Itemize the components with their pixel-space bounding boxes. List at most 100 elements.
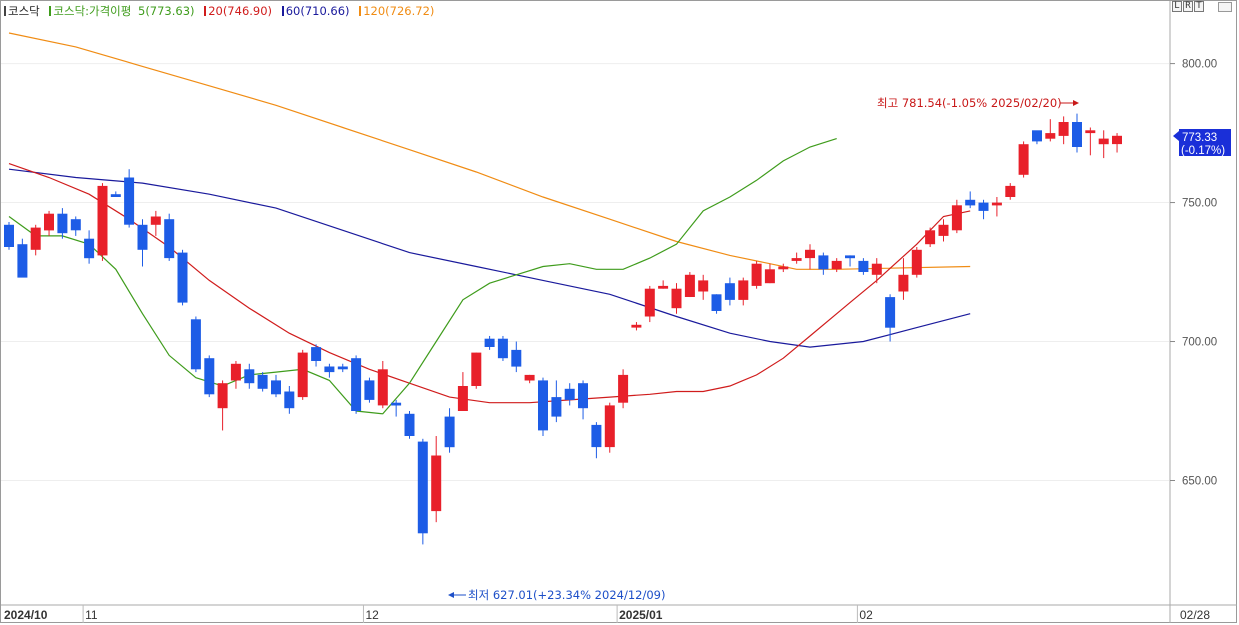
candle xyxy=(30,224,41,256)
candle-body xyxy=(150,216,161,225)
candle-body xyxy=(1085,130,1096,134)
candle-body xyxy=(631,324,642,328)
candle xyxy=(845,255,855,267)
candle-body xyxy=(444,416,455,448)
high-annotation: 최고 781.54(-1.05% 2025/02/20) xyxy=(877,96,1079,110)
candle xyxy=(217,380,228,431)
candle xyxy=(684,272,695,298)
candle-body xyxy=(724,283,735,300)
candle xyxy=(97,183,108,261)
candle xyxy=(444,408,455,453)
candle xyxy=(538,377,548,437)
candle xyxy=(364,377,375,403)
candle xyxy=(818,252,829,275)
candle xyxy=(898,258,909,300)
candle-body xyxy=(4,224,14,247)
candle xyxy=(404,411,415,439)
candle xyxy=(57,208,68,239)
candle xyxy=(965,191,976,209)
candle-body xyxy=(1032,130,1042,142)
y-axis-ticks: 800.00 750.00 700.00 650.00 xyxy=(1170,59,1217,487)
candle-body xyxy=(644,288,655,317)
candle-body xyxy=(57,213,68,234)
high-annotation-text: 최고 781.54(-1.05% 2025/02/20) xyxy=(877,96,1062,110)
candle xyxy=(4,222,14,250)
candle xyxy=(337,363,348,373)
candle-body xyxy=(951,205,962,231)
candle-body xyxy=(658,285,669,289)
candle-body xyxy=(204,358,215,395)
candle xyxy=(764,263,775,284)
candle xyxy=(978,199,989,220)
candle xyxy=(724,277,735,306)
low-annotation: 최저 627.01(+23.34% 2024/12/09) xyxy=(448,588,665,602)
x-tick-label: 02 xyxy=(859,608,873,622)
candle xyxy=(951,199,962,234)
candle-body xyxy=(30,227,41,250)
candle xyxy=(604,402,615,453)
candle xyxy=(391,399,402,417)
candle xyxy=(1112,133,1122,153)
candle-body xyxy=(578,383,588,409)
candle-body xyxy=(831,260,842,270)
candle xyxy=(124,169,135,228)
last-price-marker: 773.33 (-0.17%) xyxy=(1173,129,1231,157)
candle xyxy=(738,277,749,306)
candle xyxy=(791,252,802,264)
candle xyxy=(778,263,789,273)
candle-body xyxy=(377,369,388,406)
legend-ma5: 5(773.63) xyxy=(138,4,195,18)
candle xyxy=(831,258,842,273)
candle xyxy=(711,294,722,314)
candle xyxy=(164,213,175,261)
candle xyxy=(417,438,428,545)
candle-body xyxy=(911,249,922,275)
candle-body xyxy=(618,374,629,403)
candle-body xyxy=(164,219,175,259)
candle-body xyxy=(1112,135,1122,145)
candle-body xyxy=(324,366,335,373)
x-tick-label: 12 xyxy=(365,608,379,622)
candle-body xyxy=(484,338,495,347)
legend-ma120: 120(726.72) xyxy=(363,4,435,18)
candle xyxy=(1045,119,1056,142)
candle xyxy=(751,260,762,289)
candle-body xyxy=(1018,144,1029,175)
candle xyxy=(551,380,562,423)
chart-settings-button[interactable] xyxy=(1218,2,1232,12)
candle-body xyxy=(564,388,575,400)
candle xyxy=(911,247,922,278)
candle-body xyxy=(684,274,695,297)
candle-body xyxy=(471,352,482,386)
scale-right-button[interactable]: R xyxy=(1183,1,1193,12)
candle xyxy=(871,258,882,284)
candle-body xyxy=(1005,185,1016,197)
candle-body xyxy=(431,455,442,512)
candle-body xyxy=(110,194,121,197)
candle-body xyxy=(858,260,869,272)
candle-body xyxy=(364,380,375,400)
legend-index-name: 코스닥 xyxy=(8,4,40,18)
legend-price-label: 코스닥:가격이평 xyxy=(53,4,132,18)
candle xyxy=(431,436,442,523)
candle-body xyxy=(44,213,54,231)
candle-body xyxy=(1045,133,1056,139)
candle xyxy=(1085,127,1096,156)
y-tick-label: 800.00 xyxy=(1182,59,1217,71)
low-annotation-text: 최저 627.01(+23.34% 2024/12/09) xyxy=(468,588,665,602)
candle-body xyxy=(337,366,348,370)
y-tick-label: 750.00 xyxy=(1182,198,1217,210)
candle xyxy=(564,383,575,406)
candle xyxy=(631,322,642,331)
candle xyxy=(858,258,869,275)
legend-ma20: 20(746.90) xyxy=(208,4,273,18)
candle-body xyxy=(217,383,228,409)
candle-body xyxy=(711,294,722,311)
candle-body xyxy=(818,255,829,270)
candle xyxy=(351,355,362,414)
scale-left-button[interactable]: L xyxy=(1172,1,1182,12)
candle xyxy=(137,219,148,267)
scale-top-button[interactable]: T xyxy=(1194,1,1204,12)
